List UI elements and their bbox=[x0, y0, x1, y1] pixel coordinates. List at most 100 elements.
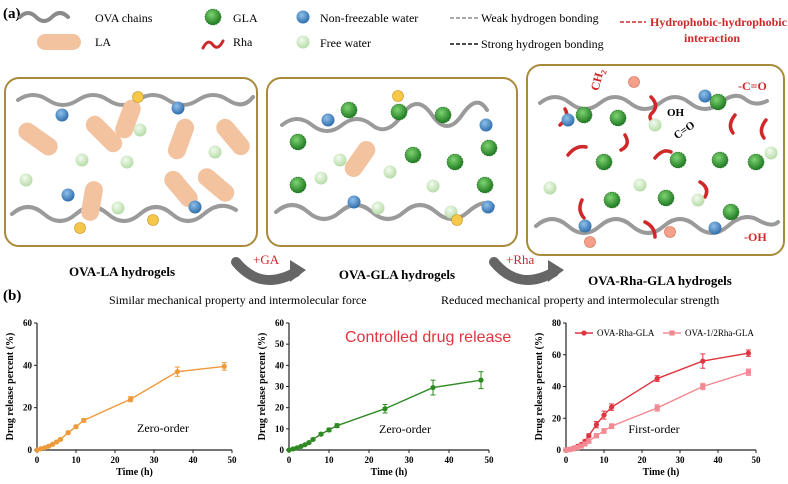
la-legend-icon bbox=[37, 34, 81, 50]
data-point bbox=[294, 445, 300, 451]
data-point bbox=[50, 441, 56, 447]
data-point bbox=[700, 358, 706, 364]
y-tick-label: 40 bbox=[23, 360, 33, 370]
x-tick-label: 0 bbox=[287, 455, 292, 465]
legend-weak-hb-label: Weak hydrogen bonding bbox=[481, 11, 599, 25]
x-tick-label: 30 bbox=[150, 455, 160, 465]
ova-la-box bbox=[4, 77, 258, 247]
ova-gla-title: OVA-GLA hydrogels bbox=[339, 267, 455, 282]
x-tick-label: 20 bbox=[638, 455, 648, 465]
y-tick-label: 20 bbox=[275, 403, 285, 413]
oh-mid-label: OH bbox=[667, 107, 685, 119]
data-point bbox=[326, 427, 332, 433]
x-tick-label: 50 bbox=[228, 455, 238, 465]
legend-series-label: OVA-Rha-GLA bbox=[597, 328, 655, 338]
oh-bottom-label: -OH bbox=[744, 230, 767, 244]
legend-swatch-marker bbox=[581, 330, 587, 336]
data-point bbox=[478, 377, 484, 383]
chart-1-zero-order-la: 0 10 20 30 40 50 0 20 40 60 Time (h) Drug release p… bbox=[5, 318, 237, 478]
arrow-ga-label: +GA bbox=[253, 252, 280, 267]
y-tick-label: 50 bbox=[275, 339, 285, 349]
x-axis-label: Time (h) bbox=[643, 467, 680, 478]
ch2-label: CH2 bbox=[588, 67, 609, 92]
legend-series-label: OVA-1/2Rha-GLA bbox=[685, 328, 754, 338]
ova-rha-gla-title: OVA-Rha-GLA hydrogels bbox=[588, 273, 732, 288]
legend-hydrophobic-label-1: Hydrophobic-hydrophobic bbox=[650, 15, 788, 29]
x-tick-label: 10 bbox=[600, 455, 610, 465]
series-line bbox=[36, 365, 225, 451]
data-point bbox=[563, 447, 569, 453]
data-point bbox=[586, 438, 592, 444]
legend-ova-label: OVA chains bbox=[95, 11, 153, 25]
ova-rha-gla-box: CH2 -C=O OH C=O -OH bbox=[526, 64, 785, 256]
fit-annotation: First-order bbox=[628, 422, 679, 436]
data-point bbox=[574, 445, 580, 451]
arrow-plus-ga: +GA bbox=[231, 252, 306, 285]
y-tick-label: 40 bbox=[275, 360, 285, 370]
data-point bbox=[38, 446, 44, 452]
x-axis-label: Time (h) bbox=[371, 467, 408, 478]
data-point bbox=[334, 423, 340, 429]
rha-legend-icon bbox=[201, 39, 225, 50]
data-point bbox=[310, 436, 316, 443]
data-point bbox=[582, 441, 588, 447]
data-point bbox=[53, 439, 60, 445]
caption-left: Similar mechanical property and intermol… bbox=[109, 293, 367, 307]
y-axis-label: Drug release percent (%) bbox=[5, 333, 16, 441]
y-tick-label: 40 bbox=[552, 382, 562, 392]
data-point bbox=[586, 433, 592, 439]
data-point bbox=[57, 436, 64, 443]
x-tick-label: 20 bbox=[111, 455, 121, 465]
data-point bbox=[609, 404, 615, 410]
y-tick-label: 60 bbox=[275, 318, 285, 328]
x-tick-label: 0 bbox=[35, 455, 40, 465]
x-axis-label: Time (h) bbox=[116, 467, 153, 478]
data-point bbox=[290, 446, 296, 452]
data-point bbox=[34, 447, 40, 453]
legend-rha-label: Rha bbox=[233, 35, 253, 49]
legend-swatch-marker bbox=[669, 330, 675, 336]
y-tick-label: 20 bbox=[23, 403, 33, 413]
data-point bbox=[654, 375, 660, 382]
x-tick-label: 30 bbox=[676, 455, 686, 465]
data-point bbox=[567, 446, 573, 453]
data-point bbox=[174, 369, 180, 375]
legend-strong-hb-label: Strong hydrogen bonding bbox=[481, 37, 604, 51]
fit-annotation: Zero-order bbox=[379, 422, 431, 436]
y-tick-label: 0 bbox=[557, 445, 562, 455]
chart-3-first-order-rha: 0 10 20 30 40 50 0 20 40 60 80 Time (h) Drug release… bbox=[534, 318, 761, 478]
data-point bbox=[306, 439, 312, 446]
y-tick-label: 10 bbox=[275, 424, 285, 434]
free-water-legend-icon bbox=[296, 35, 310, 49]
x-tick-label: 0 bbox=[564, 455, 569, 465]
legend-nonfreezable-label: Non-freezable water bbox=[320, 11, 418, 25]
ova-gla-box bbox=[266, 77, 518, 247]
data-point bbox=[128, 396, 134, 402]
y-axis-label: Drug release percent (%) bbox=[534, 333, 545, 441]
y-tick-label: 80 bbox=[552, 318, 562, 328]
data-point bbox=[318, 431, 324, 437]
x-tick-label: 10 bbox=[72, 455, 82, 465]
gla-legend-icon bbox=[204, 8, 222, 26]
arrow-plus-rha: +Rha bbox=[489, 252, 564, 285]
data-point bbox=[430, 384, 436, 391]
legend-la-label: LA bbox=[95, 35, 111, 49]
y-tick-label: 30 bbox=[275, 382, 285, 392]
x-tick-label: 20 bbox=[365, 455, 375, 465]
x-tick-label: 10 bbox=[325, 455, 335, 465]
y-tick-label: 60 bbox=[23, 318, 33, 328]
data-point bbox=[298, 443, 304, 450]
legend-hydrophobic-label-2: interaction bbox=[684, 31, 740, 45]
ova-la-title: OVA-LA hydrogels bbox=[69, 264, 175, 279]
x-tick-label: 40 bbox=[189, 455, 199, 465]
data-point bbox=[302, 442, 308, 448]
data-point bbox=[745, 369, 751, 375]
data-point bbox=[578, 443, 584, 449]
data-point bbox=[609, 423, 615, 429]
data-point bbox=[73, 424, 79, 430]
data-point bbox=[42, 445, 48, 451]
data-point bbox=[46, 443, 52, 449]
arrow-rha-label: +Rha bbox=[506, 252, 535, 267]
x-tick-label: 50 bbox=[752, 455, 762, 465]
legend-free-label: Free water bbox=[320, 36, 371, 50]
